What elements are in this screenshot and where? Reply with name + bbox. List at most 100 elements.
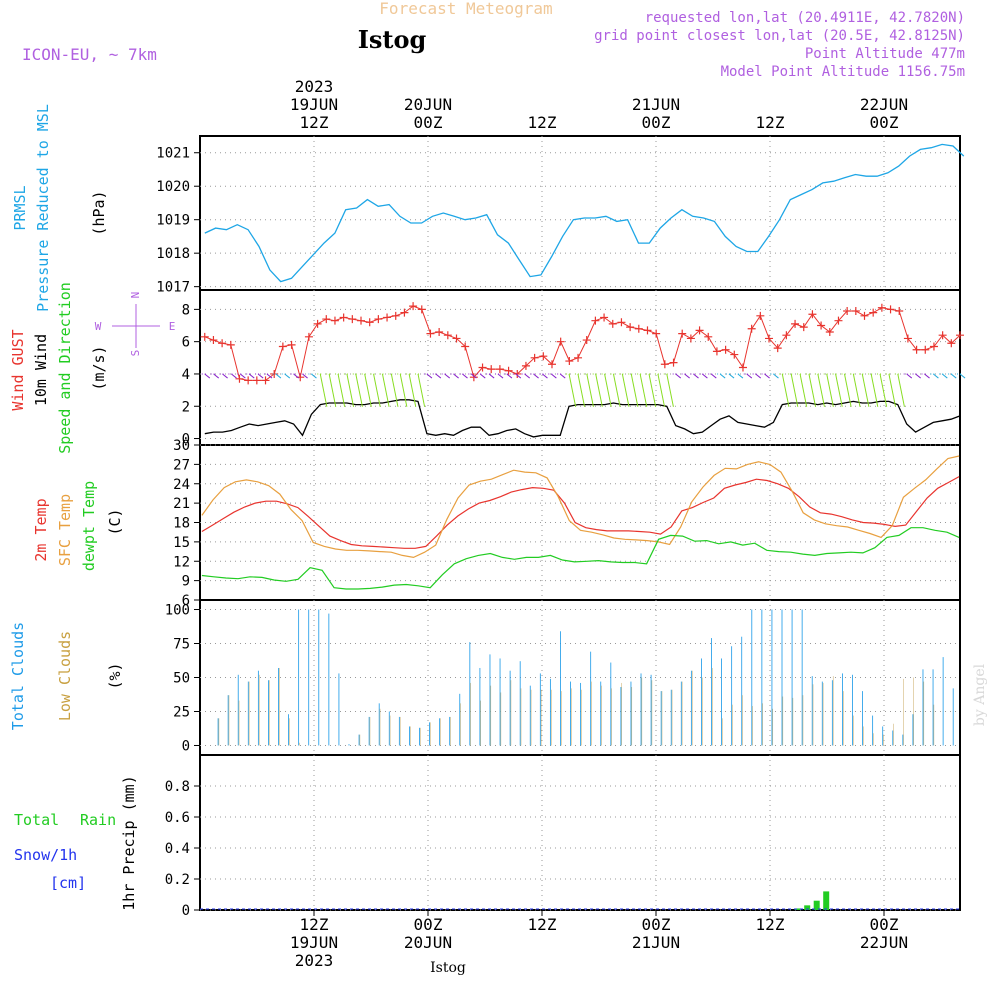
wind-arrow xyxy=(764,373,770,379)
model-name: ICON-EU, ~ 7km xyxy=(22,45,157,64)
wind-arrow xyxy=(906,373,913,379)
wind-arrow xyxy=(346,373,355,407)
clouds-unit: (%) xyxy=(106,662,124,689)
wind-arrow xyxy=(222,373,228,379)
wind-arrow xyxy=(826,373,834,407)
gust-marker xyxy=(478,363,487,372)
wind-arrow xyxy=(844,373,852,407)
total-cloud-bar xyxy=(811,676,813,746)
wind-label-1: Wind GUST xyxy=(9,329,27,410)
ytick-label: 0 xyxy=(182,903,190,919)
total-cloud-bar xyxy=(630,681,632,746)
wind-arrow xyxy=(533,373,539,379)
chart-title: Istog xyxy=(358,25,427,54)
bottom-hour-label: 12Z xyxy=(300,915,329,934)
wind-arrow xyxy=(941,373,948,379)
temp-unit: (C) xyxy=(106,508,124,535)
total-cloud-bar xyxy=(620,687,622,746)
gust-marker xyxy=(226,340,235,349)
ytick-label: 21 xyxy=(173,496,190,512)
model-altitude: Model Point Altitude 1156.75m xyxy=(721,64,965,80)
gust-marker xyxy=(530,353,539,362)
gust-marker xyxy=(556,337,565,346)
total-cloud-bar xyxy=(831,680,833,746)
gust-marker xyxy=(860,311,869,320)
ytick-label: 15 xyxy=(173,535,190,551)
total-cloud-bar xyxy=(378,703,380,746)
wind-arrow xyxy=(426,373,433,379)
precip-label-cm: [cm] xyxy=(50,874,86,892)
gust-marker xyxy=(487,365,496,374)
total-cloud-bar xyxy=(288,714,289,746)
wind-arrow xyxy=(781,373,790,407)
wind-arrow xyxy=(630,373,639,407)
temp-label-2: SFC Temp xyxy=(56,494,74,566)
rain-bar xyxy=(794,908,801,910)
gust-marker xyxy=(513,369,522,378)
ytick-label: 12 xyxy=(173,554,190,570)
bottom-hour-label: 00Z xyxy=(870,915,899,934)
total-cloud-bar xyxy=(489,654,491,746)
gust-marker xyxy=(877,303,886,312)
total-cloud-bar xyxy=(690,670,692,746)
ytick-label: 1019 xyxy=(156,213,190,229)
wind-arrow xyxy=(666,373,674,407)
wind-arrow xyxy=(693,373,699,379)
temp-label-3: dewpt Temp xyxy=(80,481,98,571)
gust-marker xyxy=(843,306,852,315)
gust-marker xyxy=(374,315,383,324)
clouds-label-1: Total Clouds xyxy=(9,622,27,730)
top-year-label: 2023 xyxy=(295,77,334,96)
gust-marker xyxy=(591,316,600,325)
gust-marker xyxy=(261,376,270,385)
total-cloud-bar xyxy=(781,609,783,746)
total-cloud-bar xyxy=(912,714,914,746)
gust-marker xyxy=(565,357,574,366)
wind-arrow xyxy=(488,373,495,379)
total-cloud-bar xyxy=(388,711,390,746)
gust-marker xyxy=(313,319,322,328)
gust-marker xyxy=(417,305,426,314)
wind-speed-line xyxy=(204,399,961,438)
total-cloud-bar xyxy=(237,674,239,746)
gust-marker xyxy=(738,363,747,372)
wind-arrow xyxy=(364,373,372,407)
clouds-label-2: Low Clouds xyxy=(56,631,74,721)
total-cloud-bar xyxy=(640,673,642,746)
total-cloud-bar xyxy=(801,609,803,746)
ytick-label: 0.6 xyxy=(165,810,190,826)
gust-marker xyxy=(252,376,261,385)
ytick-label: 50 xyxy=(173,671,190,687)
wind-arrow xyxy=(524,373,531,379)
wind-arrow xyxy=(462,373,468,379)
compass-s: S xyxy=(129,350,142,357)
ytick-label: 75 xyxy=(173,637,190,653)
pressure-label-1: PRMSL xyxy=(11,185,29,230)
wind-arrow xyxy=(381,373,390,407)
gust-marker xyxy=(521,361,530,370)
wind-arrow xyxy=(915,373,921,379)
wind-arrow xyxy=(808,373,817,407)
wind-arrow xyxy=(550,373,557,379)
ytick-label: 25 xyxy=(173,704,190,720)
total-cloud-bar xyxy=(278,667,279,746)
wind-arrow xyxy=(337,373,346,407)
gust-marker xyxy=(391,311,400,320)
gust-marker xyxy=(851,306,860,315)
wind-arrow xyxy=(852,373,861,407)
wind-arrow xyxy=(702,373,708,379)
bottom-hour-label: 12Z xyxy=(756,915,785,934)
wind-arrow xyxy=(897,373,905,407)
gust-marker xyxy=(799,323,808,332)
total-cloud-bar xyxy=(660,691,662,746)
ytick-label: 1017 xyxy=(156,280,190,296)
total-cloud-bar xyxy=(338,673,340,746)
wind-arrow xyxy=(799,373,808,407)
total-cloud-bar xyxy=(791,609,793,746)
top-day-label: 22JUN xyxy=(860,95,908,114)
gust-line xyxy=(204,305,961,381)
total-cloud-bar xyxy=(741,636,743,746)
total-cloud-bar xyxy=(409,726,410,746)
total-cloud-bar xyxy=(600,681,602,746)
gust-marker xyxy=(756,311,765,320)
